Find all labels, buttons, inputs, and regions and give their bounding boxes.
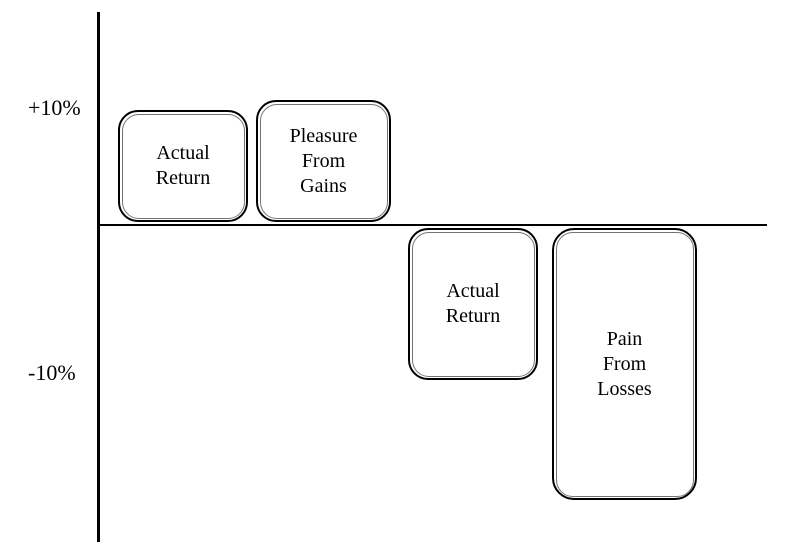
box-label: Actual Return — [446, 279, 500, 329]
box-label: Pain From Losses — [597, 327, 651, 402]
y-axis — [97, 12, 100, 542]
box-label: Pleasure From Gains — [290, 124, 358, 199]
loss-aversion-diagram: +10% -10% Actual Return Pleasure From Ga… — [0, 0, 800, 556]
box-loss-pain: Pain From Losses — [552, 228, 697, 500]
y-tick-positive: +10% — [28, 95, 81, 121]
box-label: Actual Return — [156, 141, 210, 191]
box-gain-actual-return: Actual Return — [118, 110, 248, 222]
box-gain-pleasure: Pleasure From Gains — [256, 100, 391, 222]
y-tick-negative: -10% — [28, 360, 76, 386]
x-axis — [97, 224, 767, 226]
box-loss-actual-return: Actual Return — [408, 228, 538, 380]
